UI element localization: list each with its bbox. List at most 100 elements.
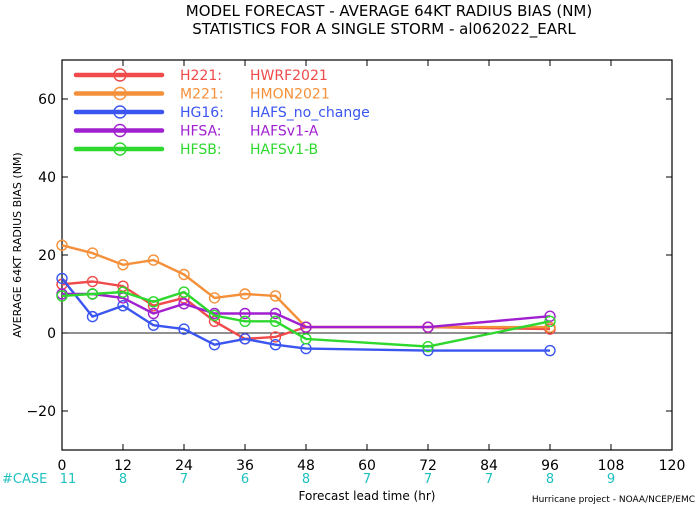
legend-code: HFSB:	[180, 142, 222, 158]
legend-name: HAFSv1-A	[250, 124, 319, 140]
legend-name: HWRF2021	[250, 68, 328, 84]
data-point	[178, 298, 190, 310]
x-tick-label: 12	[114, 458, 132, 474]
data-point	[86, 310, 99, 323]
series-layer	[56, 239, 556, 357]
legend-marker	[113, 105, 127, 119]
y-tick-label: 20	[38, 248, 56, 264]
legend-marker	[113, 142, 127, 156]
case-counts: #CASE 11 8 7 6 8 7 7 7 8 9	[2, 472, 615, 487]
case-count: 8	[302, 472, 310, 487]
data-point	[147, 319, 160, 331]
legend-code: HFSA:	[180, 124, 222, 140]
data-point	[56, 239, 68, 251]
data-point	[269, 307, 282, 320]
case-count: 11	[60, 472, 77, 487]
legend-marker	[113, 123, 127, 138]
data-point	[269, 331, 282, 343]
x-tick-label: 120	[659, 458, 686, 474]
data-point	[86, 247, 99, 259]
chart-subtitle: STATISTICS FOR A SINGLE STORM - al062022…	[192, 20, 576, 39]
data-point	[208, 339, 221, 351]
legend-entry: HG16: HAFS_no_change	[73, 105, 370, 121]
legend-entry: M221: HMON2021	[73, 86, 330, 103]
data-point	[178, 323, 190, 335]
data-point	[56, 272, 68, 285]
legend: H221: HWRF2021 M221: HMON2021 HG16: HAFS_no_c…	[73, 68, 370, 158]
data-point	[208, 309, 221, 322]
legend-marker	[113, 86, 127, 101]
case-count: 9	[607, 472, 615, 487]
legend-name: HMON2021	[250, 87, 330, 103]
data-point	[117, 286, 129, 298]
y-tick-label: 60	[38, 92, 56, 108]
x-tick-label: 96	[541, 458, 559, 474]
legend-entry: H221: HWRF2021	[73, 68, 328, 84]
legend-name: HAFSv1-B	[250, 142, 318, 158]
data-point	[544, 310, 556, 322]
data-point	[117, 259, 129, 271]
data-point	[208, 292, 221, 304]
data-point	[269, 315, 282, 327]
series-line	[61, 280, 551, 341]
x-tick-label: 24	[175, 458, 193, 474]
data-point	[422, 340, 434, 353]
data-point	[269, 290, 282, 302]
case-count: 7	[363, 472, 371, 487]
x-tick-label: 84	[480, 458, 498, 474]
data-point	[117, 300, 129, 312]
data-point	[300, 321, 312, 333]
x-tick-label: 60	[358, 458, 376, 474]
data-point	[178, 268, 190, 281]
case-label: #CASE	[2, 472, 47, 487]
data-point	[178, 286, 190, 298]
data-point	[56, 290, 68, 302]
case-count: 7	[424, 472, 432, 487]
series-HAFSv1-B	[56, 286, 556, 353]
y-tick-label: −20	[26, 404, 56, 420]
case-count: 7	[180, 472, 188, 487]
legend-name: HAFS_no_change	[250, 105, 370, 121]
chart-title: MODEL FORECAST - AVERAGE 64KT RADIUS BIA…	[186, 2, 592, 20]
data-point	[269, 339, 282, 351]
y-tick-label: 40	[38, 170, 56, 186]
case-count: 8	[119, 472, 127, 487]
legend-entry: HFSA: HAFSv1-A	[73, 123, 319, 140]
y-tick-label: 0	[47, 326, 56, 342]
y-axis-label: AVERAGE 64KT RADIUS BIAS (NM)	[11, 152, 24, 337]
data-point	[239, 307, 251, 320]
legend-code: HG16:	[180, 105, 224, 121]
data-point	[86, 275, 99, 288]
data-point	[147, 307, 160, 320]
x-tick-label: 108	[598, 458, 625, 474]
axis-ticks: 0 12 24 36 48 60 72 84 96 108 120 −20 0 20 40 60	[26, 60, 685, 474]
legend-code: M221:	[180, 87, 224, 103]
x-tick-label: 72	[419, 458, 437, 474]
series-HMON2021	[56, 239, 556, 333]
series-line	[61, 290, 551, 348]
series-line	[61, 277, 550, 352]
data-point	[300, 333, 312, 345]
legend-entry: HFSB: HAFSv1-B	[73, 142, 318, 158]
data-point	[544, 344, 556, 357]
x-tick-label: 36	[236, 458, 254, 474]
data-point	[239, 333, 251, 345]
legend-marker	[113, 68, 127, 82]
data-point	[147, 254, 160, 266]
case-count: 7	[485, 472, 493, 487]
data-point	[86, 288, 99, 300]
x-tick-label: 48	[297, 458, 315, 474]
credit-text: Hurricane project - NOAA/NCEP/EMC	[532, 495, 695, 505]
x-axis-label: Forecast lead time (hr)	[299, 489, 436, 503]
data-point	[422, 321, 434, 333]
data-point	[239, 288, 251, 300]
series-line	[62, 292, 551, 329]
x-tick-label: 0	[58, 458, 67, 474]
case-count: 6	[241, 472, 249, 487]
data-point	[544, 315, 556, 327]
legend-code: H221:	[180, 68, 222, 84]
case-count: 8	[546, 472, 554, 487]
data-point	[147, 296, 160, 308]
data-point	[239, 315, 251, 327]
